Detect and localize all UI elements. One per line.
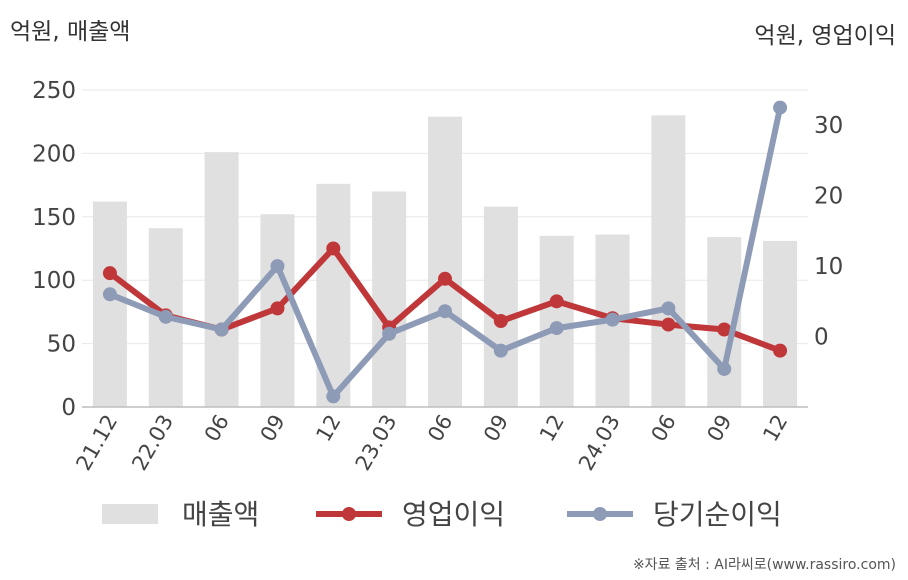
x-tick-label: 09	[479, 411, 513, 446]
x-tick-label: 24.03	[574, 411, 625, 475]
legend-swatch-bar	[102, 504, 158, 524]
data-point	[438, 271, 452, 286]
left-axis-ticks: 0 50 100 150 200 250	[32, 78, 76, 421]
left-tick-label: 250	[32, 78, 76, 104]
line-series	[102, 100, 788, 404]
legend-swatch-marker	[593, 507, 607, 521]
x-tick-label: 06	[200, 411, 234, 446]
data-point	[549, 321, 564, 336]
legend-swatch-marker	[342, 507, 356, 521]
data-point	[661, 301, 676, 316]
data-point	[102, 287, 117, 302]
x-tick-label: 06	[423, 411, 457, 446]
left-tick-label: 100	[32, 268, 76, 294]
bar	[372, 191, 407, 407]
x-tick-label: 23.03	[351, 411, 402, 475]
x-tick-label: 22.03	[127, 411, 178, 475]
bar	[428, 116, 462, 408]
bar	[92, 201, 127, 407]
x-tick-label: 12	[535, 411, 569, 446]
data-point	[493, 343, 508, 358]
left-tick-label: 0	[61, 395, 76, 421]
source-note: ※자료 출처 : AI라씨로(www.rassiro.com)	[632, 557, 896, 573]
bar	[204, 152, 239, 407]
left-tick-label: 50	[47, 332, 76, 358]
left-tick-label: 200	[32, 141, 76, 167]
bar	[651, 115, 686, 408]
right-axis-ticks: 0 10 20 30	[814, 113, 843, 350]
data-point	[158, 309, 173, 324]
x-tick-label: 06	[647, 411, 681, 446]
data-point	[214, 322, 229, 337]
data-point	[382, 326, 397, 341]
left-tick-label: 150	[32, 205, 76, 231]
x-tick-label: 12	[311, 411, 345, 446]
data-point	[717, 361, 732, 376]
x-axis-ticks: 21.12 22.03 06 09 12 23.03 06 09 12 24.03 06 09 12	[71, 411, 792, 475]
right-tick-label: 30	[814, 113, 843, 139]
data-point	[270, 259, 285, 274]
data-point	[549, 294, 564, 309]
data-point	[438, 304, 452, 319]
data-point	[773, 343, 788, 358]
legend-label: 당기순이익	[653, 498, 782, 531]
legend-label: 매출액	[182, 498, 259, 531]
data-point	[326, 389, 341, 404]
bar	[483, 206, 518, 407]
data-point	[717, 322, 732, 337]
data-point	[102, 266, 117, 281]
legend-label: 영업이익	[402, 498, 505, 531]
left-axis-unit-label: 억원, 매출액	[10, 19, 131, 45]
bar	[763, 240, 798, 407]
right-tick-label: 10	[814, 254, 843, 280]
x-tick-label: 09	[256, 411, 290, 446]
right-tick-label: 20	[814, 184, 843, 210]
legend: 매출액 영업이익 당기순이익	[102, 498, 782, 531]
data-point	[493, 314, 508, 329]
right-axis-unit-label: 억원, 영업이익	[754, 23, 896, 49]
data-point	[661, 317, 676, 332]
data-point	[270, 301, 285, 316]
x-tick-label: 12	[758, 411, 792, 446]
data-point	[326, 241, 341, 256]
data-point	[773, 100, 788, 115]
x-tick-label: 09	[702, 411, 736, 446]
bar-series	[92, 115, 798, 408]
x-tick-label: 21.12	[71, 411, 122, 475]
data-point	[605, 312, 620, 327]
right-tick-label: 0	[814, 325, 829, 351]
